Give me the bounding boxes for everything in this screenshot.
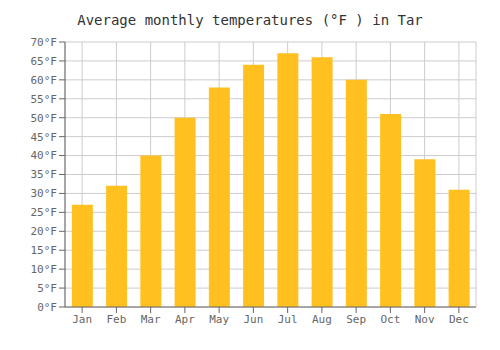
- svg-text:Sep: Sep: [346, 313, 366, 326]
- svg-text:Jul: Jul: [278, 313, 298, 326]
- svg-text:60°F: 60°F: [31, 74, 58, 87]
- svg-text:45°F: 45°F: [31, 131, 58, 144]
- svg-text:25°F: 25°F: [31, 206, 58, 219]
- svg-text:May: May: [209, 313, 229, 326]
- svg-text:Nov: Nov: [415, 313, 435, 326]
- svg-text:40°F: 40°F: [31, 149, 58, 162]
- svg-text:20°F: 20°F: [31, 225, 58, 238]
- svg-text:10°F: 10°F: [31, 263, 58, 276]
- svg-text:Dec: Dec: [449, 313, 469, 326]
- html-text:Average monthly temperatures (: Average monthly temperatures (°F ) in Ta…: [77, 12, 423, 28]
- svg-text:Jan: Jan: [72, 313, 92, 326]
- svg-text:35°F: 35°F: [31, 168, 58, 181]
- svg-text:Oct: Oct: [380, 313, 400, 326]
- svg-text:15°F: 15°F: [31, 244, 58, 257]
- svg-text:70°F: 70°F: [31, 36, 58, 49]
- svg-text:50°F: 50°F: [31, 112, 58, 125]
- svg-text:0°F: 0°F: [37, 301, 57, 314]
- svg-text:Jun: Jun: [243, 313, 263, 326]
- svg-text:55°F: 55°F: [31, 93, 58, 106]
- svg-text:Feb: Feb: [106, 313, 126, 326]
- svg-text:Mar: Mar: [141, 313, 161, 326]
- svg-text:5°F: 5°F: [37, 282, 57, 295]
- svg-text:30°F: 30°F: [31, 187, 58, 200]
- svg-text:Apr: Apr: [175, 313, 195, 326]
- svg-text:65°F: 65°F: [31, 55, 58, 68]
- svg-text:Aug: Aug: [312, 313, 332, 326]
